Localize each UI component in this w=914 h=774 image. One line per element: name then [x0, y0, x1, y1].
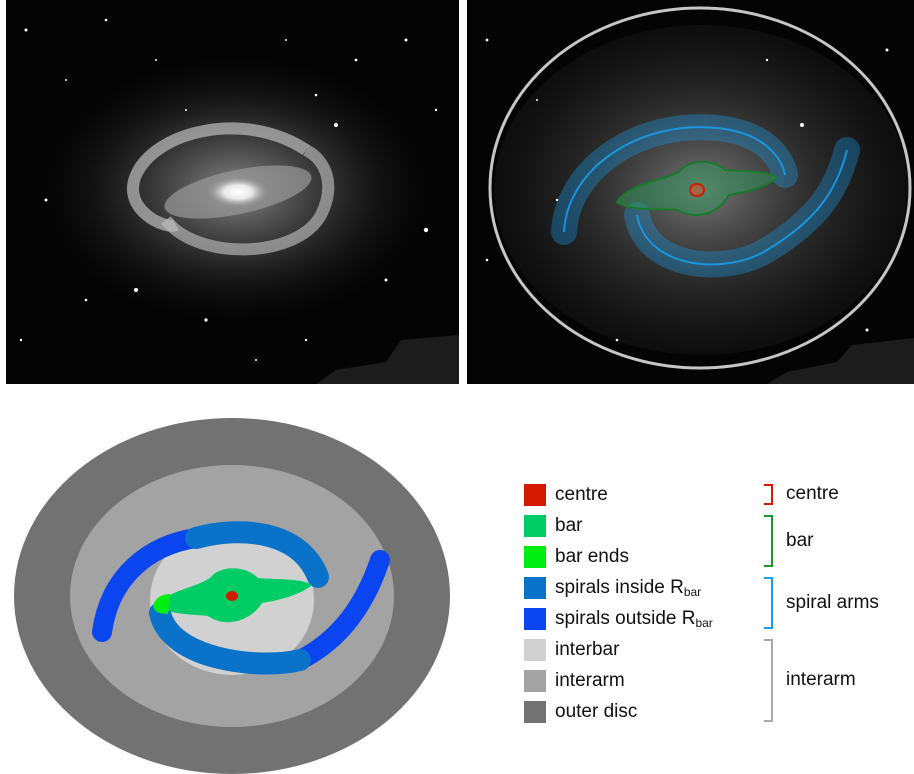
- legend-item: spirals outside Rbar: [524, 604, 713, 634]
- image-edge-mask: [316, 335, 459, 384]
- legend-label-text: bar: [555, 515, 582, 536]
- legend-item: bar ends: [524, 542, 629, 572]
- galaxy-core: [206, 176, 270, 208]
- legend-label: interarm: [555, 670, 625, 692]
- legend-item: bar: [524, 511, 582, 541]
- legend-label-text: spirals outside R: [555, 608, 695, 629]
- legend-label: bar: [555, 515, 582, 537]
- legend-swatch: [524, 577, 546, 599]
- legend-item: spirals inside Rbar: [524, 573, 701, 603]
- schematic-panel: [0, 400, 480, 774]
- image-edge-mask: [767, 338, 914, 384]
- galaxy-image: [6, 0, 459, 384]
- galaxy-image-panel: [6, 0, 459, 384]
- legend-swatch: [524, 484, 546, 506]
- group-label: bar: [786, 530, 813, 552]
- group-bracket: [764, 484, 773, 505]
- legend-swatch: [524, 639, 546, 661]
- legend-label: interbar: [555, 639, 619, 661]
- annotated-galaxy-panel: [467, 0, 914, 384]
- legend-item: interarm: [524, 666, 625, 696]
- legend-label-text: spirals inside R: [555, 577, 684, 598]
- legend-label: spirals outside Rbar: [555, 608, 713, 630]
- legend-label: outer disc: [555, 701, 637, 723]
- legend-label: bar ends: [555, 546, 629, 568]
- legend-label: centre: [555, 484, 608, 506]
- legend-label-text: interbar: [555, 639, 619, 660]
- annotated-galaxy-image: [467, 0, 914, 384]
- legend-swatch: [524, 546, 546, 568]
- group-bracket: [764, 639, 773, 722]
- legend-item: interbar: [524, 635, 619, 665]
- legend-label-subscript: bar: [684, 585, 701, 599]
- schematic-diagram: [0, 400, 480, 774]
- legend-swatch: [524, 701, 546, 723]
- legend-label-text: outer disc: [555, 701, 637, 722]
- legend: centre bar bar ends spirals inside Rbar spir…: [524, 480, 904, 730]
- legend-label-text: interarm: [555, 670, 625, 691]
- legend-swatch: [524, 670, 546, 692]
- legend-item: outer disc: [524, 697, 637, 727]
- group-label: centre: [786, 483, 839, 505]
- group-bracket: [764, 577, 773, 629]
- centre-region: [226, 591, 238, 601]
- group-label: spiral arms: [786, 592, 879, 614]
- legend-item: centre: [524, 480, 608, 510]
- legend-label-subscript: bar: [695, 616, 712, 630]
- centre-marker: [690, 184, 704, 196]
- legend-label: spirals inside Rbar: [555, 577, 701, 599]
- legend-label-text: bar ends: [555, 546, 629, 567]
- legend-label-text: centre: [555, 484, 608, 505]
- legend-swatch: [524, 608, 546, 630]
- group-bracket: [764, 515, 773, 567]
- legend-swatch: [524, 515, 546, 537]
- group-label: interarm: [786, 669, 856, 691]
